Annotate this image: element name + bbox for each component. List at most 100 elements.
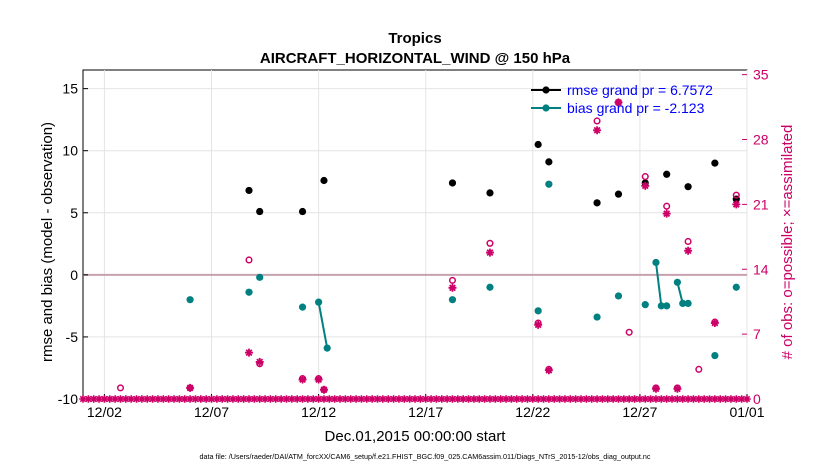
y-axis-right-label: # of obs: o=possible; ×=assimilated xyxy=(779,125,796,360)
obs-baseline-marker xyxy=(197,395,205,403)
obs-baseline-marker xyxy=(352,395,360,403)
obs-baseline-marker xyxy=(191,395,200,403)
y-left-tick-label: 5 xyxy=(70,205,78,221)
obs-baseline-marker xyxy=(416,395,425,403)
x-tick-label: 12/17 xyxy=(408,404,443,420)
obs-baseline-marker xyxy=(641,395,650,403)
obs-baseline-marker xyxy=(89,395,98,403)
bias-point xyxy=(323,344,331,352)
rmse-point xyxy=(711,159,719,167)
obs-baseline-marker xyxy=(668,395,676,403)
rmse-point xyxy=(320,176,328,185)
series-bias xyxy=(186,180,740,360)
obs-baseline-marker xyxy=(662,395,671,403)
obs-baseline-marker xyxy=(582,395,591,403)
obs-baseline-marker xyxy=(325,395,334,403)
y-right-tick-label: 35 xyxy=(753,67,769,83)
obs-baseline-marker xyxy=(732,395,741,403)
rmse-point xyxy=(486,189,494,197)
obs-baseline-marker xyxy=(207,395,216,403)
obs-baseline-marker xyxy=(105,395,114,403)
obs-baseline-marker xyxy=(116,395,125,403)
rmse-point xyxy=(684,183,692,191)
bias-point xyxy=(545,180,553,188)
legend-rmse-label: rmse grand pr = 6.7572 xyxy=(567,82,713,98)
obs-baseline-marker xyxy=(518,395,526,403)
obs-possible-marker xyxy=(486,239,494,247)
y-right-tick-label: 28 xyxy=(753,132,769,148)
obs-baseline-marker xyxy=(384,395,393,403)
obs-baseline-marker xyxy=(587,395,596,403)
obs-baseline-marker xyxy=(684,395,692,403)
obs-baseline-marker xyxy=(234,395,243,403)
obs-baseline-marker xyxy=(330,395,339,403)
obs-baseline-marker xyxy=(138,395,146,403)
obs-baseline-marker xyxy=(79,395,87,403)
obs-baseline-marker xyxy=(673,395,682,403)
obs-baseline-marker xyxy=(566,395,575,403)
obs-baseline-marker xyxy=(341,395,350,403)
obs-assimilated-marker xyxy=(651,384,660,393)
obs-possible-marker xyxy=(732,191,740,199)
obs-baseline-marker xyxy=(239,395,248,403)
obs-assimilated-marker xyxy=(641,181,650,190)
obs-baseline-marker xyxy=(357,395,366,403)
obs-baseline-marker xyxy=(400,395,409,403)
bias-point xyxy=(663,302,671,310)
obs-baseline-marker xyxy=(100,395,109,403)
bias-point xyxy=(641,301,649,309)
obs-baseline-marker xyxy=(282,395,291,403)
x-axis-ticks: 12/02 12/07 12/12 12/17 12/22 12/27 01/01 xyxy=(87,394,765,420)
series-obs_possible xyxy=(116,98,740,394)
obs-assimilated-marker xyxy=(544,366,553,375)
obs-baseline-marker xyxy=(229,395,237,403)
obs-baseline-marker xyxy=(437,395,446,403)
obs-possible-marker xyxy=(684,237,692,246)
y-left-tick-label: 0 xyxy=(70,267,78,283)
bias-point xyxy=(448,296,457,304)
obs-baseline-marker xyxy=(427,395,435,403)
obs-baseline-marker xyxy=(421,395,430,403)
obs-baseline-marker xyxy=(737,395,746,403)
obs-baseline-marker xyxy=(84,395,93,403)
bias-point xyxy=(673,278,681,286)
y-axis-left-ticks: 15 10 5 0 -5 -10 xyxy=(58,81,88,407)
chart-title: Tropics xyxy=(388,30,441,47)
obs-assimilated-marker xyxy=(673,384,682,393)
obs-baseline-marker xyxy=(695,395,703,403)
y-left-tick-label: -5 xyxy=(66,329,79,345)
obs-possible-marker xyxy=(625,328,633,336)
obs-baseline-marker xyxy=(534,395,542,403)
obs-possible-marker xyxy=(593,117,601,125)
obs-baseline-marker xyxy=(255,395,264,403)
obs-baseline-marker xyxy=(577,395,585,403)
bias-point xyxy=(245,288,253,296)
obs-baseline-marker xyxy=(368,395,376,403)
obs-baseline-marker xyxy=(614,395,623,403)
chart-subtitle: AIRCRAFT_HORIZONTAL_WIND @ 150 hPa xyxy=(260,50,571,67)
bias-point xyxy=(534,307,542,315)
obs-baseline-marker xyxy=(320,395,328,403)
obs-baseline-marker xyxy=(271,395,280,403)
obs-baseline-marker xyxy=(122,395,130,403)
obs-possible-marker xyxy=(695,365,703,373)
obs-baseline-marker xyxy=(625,395,633,403)
obs-assimilated-marker xyxy=(319,385,328,394)
bias-point xyxy=(614,292,623,300)
bias-point xyxy=(486,283,494,291)
x-tick-label: 01/01 xyxy=(729,404,764,420)
x-tick-label: 12/27 xyxy=(622,404,657,420)
obs-assimilated-marker xyxy=(662,209,671,218)
series-obs_zero_baseline xyxy=(79,395,751,403)
obs-baseline-marker xyxy=(743,395,751,403)
obs-baseline-marker xyxy=(539,395,548,403)
obs-baseline-marker xyxy=(373,395,382,403)
obs-possible-marker xyxy=(448,276,457,284)
obs-baseline-marker xyxy=(213,395,221,403)
obs-baseline-marker xyxy=(405,395,414,403)
obs-baseline-marker xyxy=(389,395,398,403)
bias-point xyxy=(298,303,307,311)
obs-baseline-marker xyxy=(293,395,301,403)
x-tick-label: 12/02 xyxy=(87,404,122,420)
